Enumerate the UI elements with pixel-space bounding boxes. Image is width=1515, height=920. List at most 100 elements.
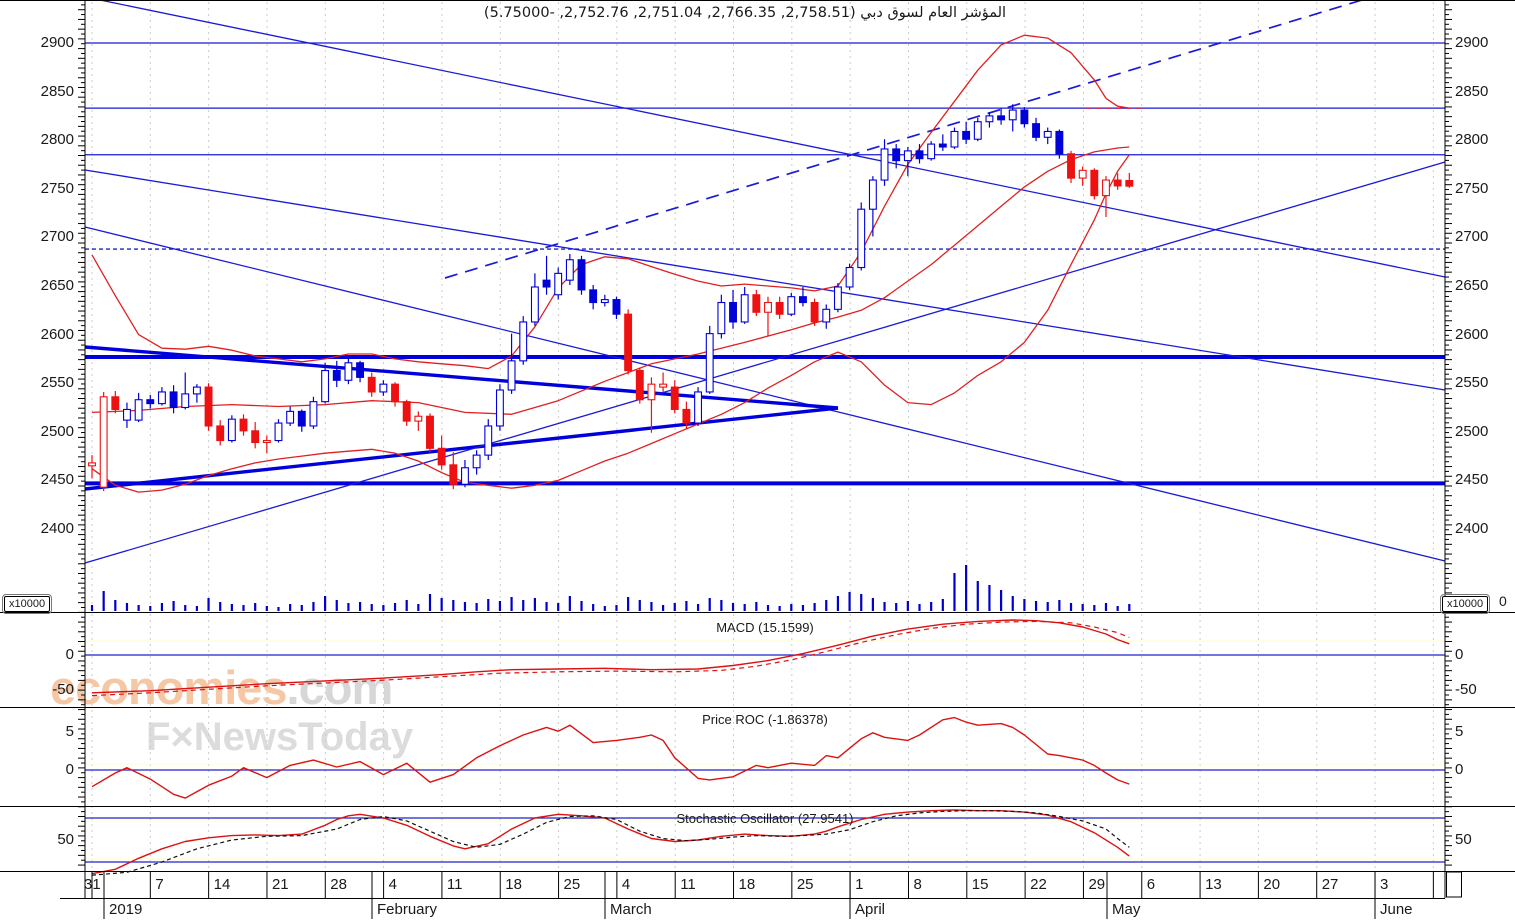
candle-body — [157, 391, 166, 405]
volume-bar — [720, 600, 723, 611]
candle-body — [752, 294, 761, 313]
candle-body — [181, 393, 190, 409]
price-tick-left: 2900 — [40, 34, 74, 51]
candle-body — [542, 279, 551, 288]
volume-bar — [219, 602, 222, 611]
volume-bar — [510, 597, 513, 611]
trendline — [99, 0, 1446, 278]
date-tick: 25 — [563, 876, 581, 893]
volume-bar — [137, 605, 140, 611]
volume-bar — [1069, 603, 1073, 611]
candle-body — [286, 410, 295, 424]
volume-bar — [90, 605, 94, 611]
candle-body — [1055, 130, 1064, 155]
candle-body — [1020, 109, 1029, 125]
candle-body — [426, 415, 434, 449]
volume-bar — [708, 598, 711, 611]
volume-bar — [976, 581, 979, 611]
price-tick-right: 2800 — [1455, 131, 1489, 149]
candle-body — [332, 370, 341, 381]
candle-body — [670, 386, 679, 410]
date-tick: 4 — [621, 876, 631, 893]
candle-body — [647, 383, 656, 401]
volume-bar — [965, 565, 968, 611]
candle-body — [892, 148, 901, 162]
volume-bar — [195, 606, 198, 611]
candle-body — [274, 422, 283, 442]
candle-body — [565, 259, 574, 281]
volume-bar — [440, 598, 443, 611]
candle-body — [437, 447, 446, 466]
candle-body — [799, 296, 807, 304]
bollinger-upper — [91, 34, 1130, 370]
date-tick: 29 — [1088, 876, 1106, 893]
price-tick-right: 2500 — [1455, 422, 1489, 440]
candle-body — [659, 383, 668, 388]
month-label: May — [1112, 901, 1141, 918]
volume-bar — [1104, 603, 1108, 611]
candle-body — [402, 401, 411, 422]
volume-bar — [860, 594, 863, 611]
candle-body — [1008, 109, 1017, 121]
volume-bar — [953, 573, 956, 611]
candle-body — [472, 454, 481, 469]
candle-body — [612, 299, 621, 315]
date-tick: 11 — [680, 876, 696, 893]
volume-bar — [557, 603, 560, 611]
volume-scale-box-left: x10000 — [1, 594, 53, 614]
candle-body — [1113, 179, 1122, 187]
volume-bar — [568, 596, 571, 611]
volume-bar — [370, 604, 373, 611]
roc-tick-left: 5 — [65, 723, 74, 740]
candle-body — [507, 360, 516, 391]
volume-bar — [475, 603, 478, 611]
volume-bar — [918, 604, 921, 611]
volume-bar — [592, 604, 595, 611]
volume-bar — [1023, 599, 1026, 611]
candle-body — [973, 121, 982, 140]
date-tick: 13 — [1205, 876, 1222, 893]
candle-body — [833, 286, 842, 310]
volume-bar — [114, 600, 117, 611]
price-tick-right: 2450 — [1455, 471, 1489, 489]
candle-body — [321, 370, 330, 403]
macd-tick-right: 0 — [1455, 646, 1464, 663]
volume-bar — [1116, 606, 1119, 611]
volume-bar — [149, 606, 152, 611]
price-tick-left: 2550 — [40, 374, 74, 392]
candle-body — [775, 301, 784, 315]
volume-bar — [627, 597, 630, 611]
volume-bar — [405, 600, 408, 611]
macd-tick-left: 0 — [65, 646, 74, 663]
candle-body — [88, 462, 96, 467]
chart-title: المؤشر العام لسوق دبي (2,758.51, 2,766.3… — [483, 5, 1007, 21]
candle-body — [239, 418, 248, 432]
volume-bar — [452, 600, 455, 611]
candle-body — [938, 143, 947, 148]
month-label: June — [1380, 901, 1413, 918]
price-tick-right: 2900 — [1455, 34, 1489, 51]
candle-body — [554, 272, 563, 296]
month-label: 2019 — [109, 901, 143, 918]
price-tick-left: 2500 — [40, 422, 74, 440]
stochastic-k-line — [91, 809, 1130, 875]
date-tick: 6 — [1146, 876, 1156, 893]
candle-body — [950, 130, 959, 148]
candle-body — [880, 148, 889, 181]
volume-bar — [580, 601, 583, 611]
candle-body — [495, 389, 504, 427]
candle-body — [414, 415, 423, 422]
date-tick: 28 — [330, 876, 347, 893]
candle-body — [705, 333, 714, 393]
volume-zero-label: 0 — [1499, 593, 1507, 609]
candle-body — [309, 401, 318, 427]
date-tick: 20 — [1263, 876, 1281, 893]
macd-signal-line — [91, 620, 1130, 697]
price-tick-left: 2750 — [40, 179, 74, 197]
price-tick-right: 2550 — [1455, 374, 1489, 392]
volume-scale-box-right: x10000 — [1439, 594, 1491, 614]
volume-bar — [615, 605, 618, 611]
volume-bar — [1058, 600, 1061, 611]
macd-tick-left: -50 — [52, 681, 74, 698]
